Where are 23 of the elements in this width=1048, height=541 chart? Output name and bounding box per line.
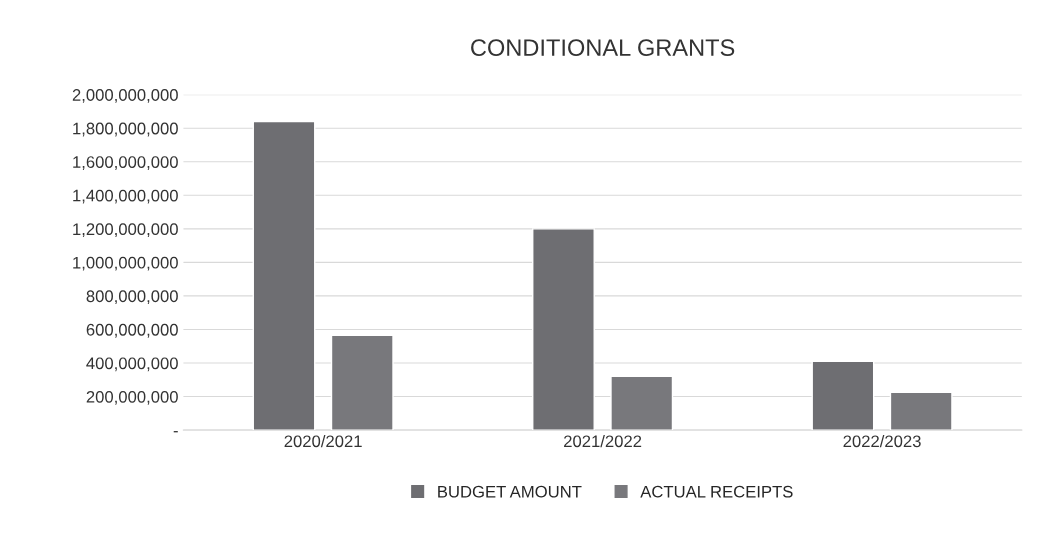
- legend-label: ACTUAL RECEIPTS: [640, 485, 793, 498]
- y-tick-label: 400,000,000: [86, 357, 178, 372]
- y-tick-label: 1,000,000,000: [73, 256, 178, 271]
- y-tick-label: 1,600,000,000: [73, 156, 178, 170]
- chart-title: CONDITIONAL GRANTS: [471, 39, 735, 57]
- x-tick-label: 2020/2021: [284, 434, 362, 448]
- y-tick-label: 800,000,000: [86, 290, 178, 305]
- x-tick-label: 2021/2022: [564, 434, 642, 448]
- y-tick-label: 1,400,000,000: [73, 189, 178, 204]
- bar: [889, 391, 953, 431]
- bar: [811, 360, 875, 431]
- y-tick-label: -: [173, 431, 178, 433]
- bar: [532, 228, 595, 431]
- bar: [330, 334, 394, 431]
- bar: [610, 375, 674, 431]
- y-tick-label: 1,800,000,000: [73, 122, 178, 137]
- legend-label: BUDGET AMOUNT: [438, 485, 582, 498]
- y-tick-label: 600,000,000: [86, 323, 178, 338]
- y-tick-label: 2,000,000,000: [72, 89, 178, 103]
- y-tick-label: 200,000,000: [86, 390, 178, 405]
- bar: [252, 120, 316, 431]
- x-tick-label: 2022/2023: [843, 434, 921, 448]
- y-tick-label: 1,200,000,000: [73, 223, 178, 238]
